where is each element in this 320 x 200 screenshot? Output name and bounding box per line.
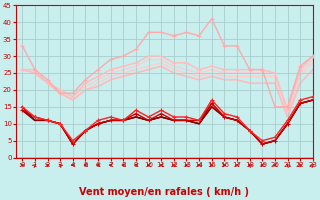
X-axis label: Vent moyen/en rafales ( km/h ): Vent moyen/en rafales ( km/h )	[79, 187, 249, 197]
